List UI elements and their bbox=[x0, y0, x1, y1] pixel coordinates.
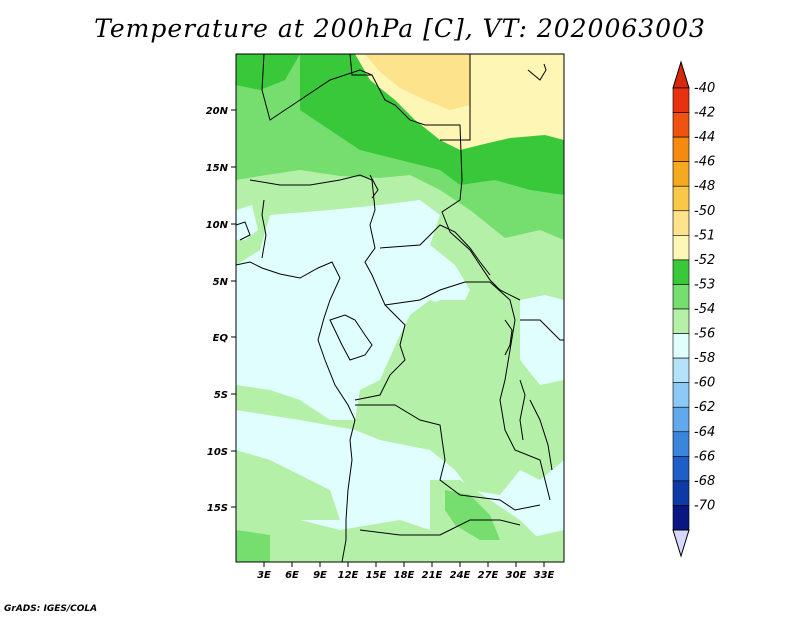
lon-label-6e: 6E bbox=[285, 570, 299, 581]
lon-label-12e: 12E bbox=[338, 570, 359, 581]
colorbar-box bbox=[672, 406, 690, 433]
lat-label-10s: 10S bbox=[207, 447, 228, 458]
lon-label-24e: 24E bbox=[450, 570, 471, 581]
lon-label-27e: 27E bbox=[478, 570, 499, 581]
map-fill-54-patch-sw bbox=[236, 450, 340, 520]
map-fill-53-se bbox=[445, 490, 500, 540]
colorbar-box bbox=[672, 136, 690, 162]
map-fill-53-sw bbox=[236, 530, 270, 562]
colorbar-label: -60 bbox=[694, 376, 715, 391]
colorbar-label: -44 bbox=[694, 130, 715, 145]
colorbar-label: -58 bbox=[694, 351, 715, 366]
colorbar-label: -50 bbox=[694, 204, 715, 219]
map-frame bbox=[235, 53, 565, 563]
colorbar-label: -56 bbox=[694, 327, 715, 342]
map-fill-56-east bbox=[520, 295, 564, 385]
lat-label-15s: 15S bbox=[207, 503, 228, 514]
map-fill-56-central bbox=[236, 200, 470, 420]
colorbar-label: -42 bbox=[694, 106, 715, 121]
colorbar-label: -52 bbox=[694, 253, 715, 268]
lat-label-10n: 10N bbox=[206, 220, 229, 231]
map-plot-area bbox=[236, 54, 564, 562]
lon-label-3e: 3E bbox=[257, 570, 271, 581]
colorbar-label: -40 bbox=[694, 81, 715, 96]
lon-label-15e: 15E bbox=[366, 570, 387, 581]
colorbar-box bbox=[672, 185, 690, 212]
colorbar-box bbox=[672, 382, 690, 408]
colorbar-label: -62 bbox=[694, 400, 715, 415]
map-fill-54-central bbox=[270, 185, 370, 215]
colorbar-box bbox=[672, 161, 690, 187]
lon-label-18e: 18E bbox=[394, 570, 415, 581]
lon-label-9e: 9E bbox=[313, 570, 327, 581]
colorbar-label: -68 bbox=[694, 474, 715, 489]
colorbar-label: -54 bbox=[694, 302, 715, 317]
colorbar-box bbox=[672, 456, 690, 482]
grads-credit: GrADS: IGES/COLA bbox=[4, 604, 98, 614]
colorbar-box bbox=[672, 235, 690, 261]
lon-label-33e: 33E bbox=[534, 570, 555, 581]
colorbar-legend: -40 -42 -44 -46 -48 -50 -51 -52 -53 -54 -56 -58 -60 -… bbox=[672, 60, 715, 558]
colorbar-box bbox=[672, 308, 690, 334]
colorbar-box bbox=[672, 112, 690, 138]
colorbar-label: -66 bbox=[694, 449, 715, 464]
longitude-axis: 3E 6E 9E 12E 15E 18E 21E 24E 27E 30E 33E bbox=[257, 562, 555, 581]
map-fill-50 bbox=[365, 54, 470, 110]
lat-label-15n: 15N bbox=[206, 163, 229, 174]
colorbar-bottom-arrow bbox=[672, 529, 690, 558]
lon-label-30e: 30E bbox=[506, 570, 527, 581]
lat-label-eq: EQ bbox=[213, 333, 229, 344]
colorbar-box bbox=[672, 259, 690, 285]
colorbar-label: -70 bbox=[694, 498, 715, 513]
lat-label-5s: 5S bbox=[214, 390, 228, 401]
colorbar-box bbox=[672, 480, 690, 506]
colorbar-top-arrow bbox=[672, 60, 690, 89]
colorbar-label: -51 bbox=[694, 228, 715, 243]
colorbar-box bbox=[672, 357, 690, 383]
lat-label-5n: 5N bbox=[213, 277, 229, 288]
map-fill-56-west bbox=[236, 205, 258, 240]
lat-label-20n: 20N bbox=[206, 106, 229, 117]
colorbar-box bbox=[672, 333, 690, 359]
colorbar-box bbox=[672, 87, 690, 113]
colorbar-label: -46 bbox=[694, 155, 715, 170]
map-fill-54-patch bbox=[395, 300, 510, 420]
coastlines-and-borders bbox=[236, 54, 564, 562]
colorbar-label: -64 bbox=[694, 425, 715, 440]
colorbar-box bbox=[672, 505, 690, 531]
colorbar-label: -53 bbox=[694, 277, 715, 292]
colorbar-box bbox=[672, 284, 690, 310]
map-fill-52-west bbox=[236, 54, 300, 90]
colorbar-box bbox=[672, 210, 690, 236]
latitude-axis: 20N 15N 10N 5N EQ 5S 10S 15S bbox=[206, 106, 236, 514]
lon-label-21e: 21E bbox=[422, 570, 443, 581]
colorbar-label: -48 bbox=[694, 179, 715, 194]
colorbar-box bbox=[672, 431, 690, 457]
map-title: Temperature at 200hPa [C], VT: 202006300… bbox=[94, 14, 706, 43]
